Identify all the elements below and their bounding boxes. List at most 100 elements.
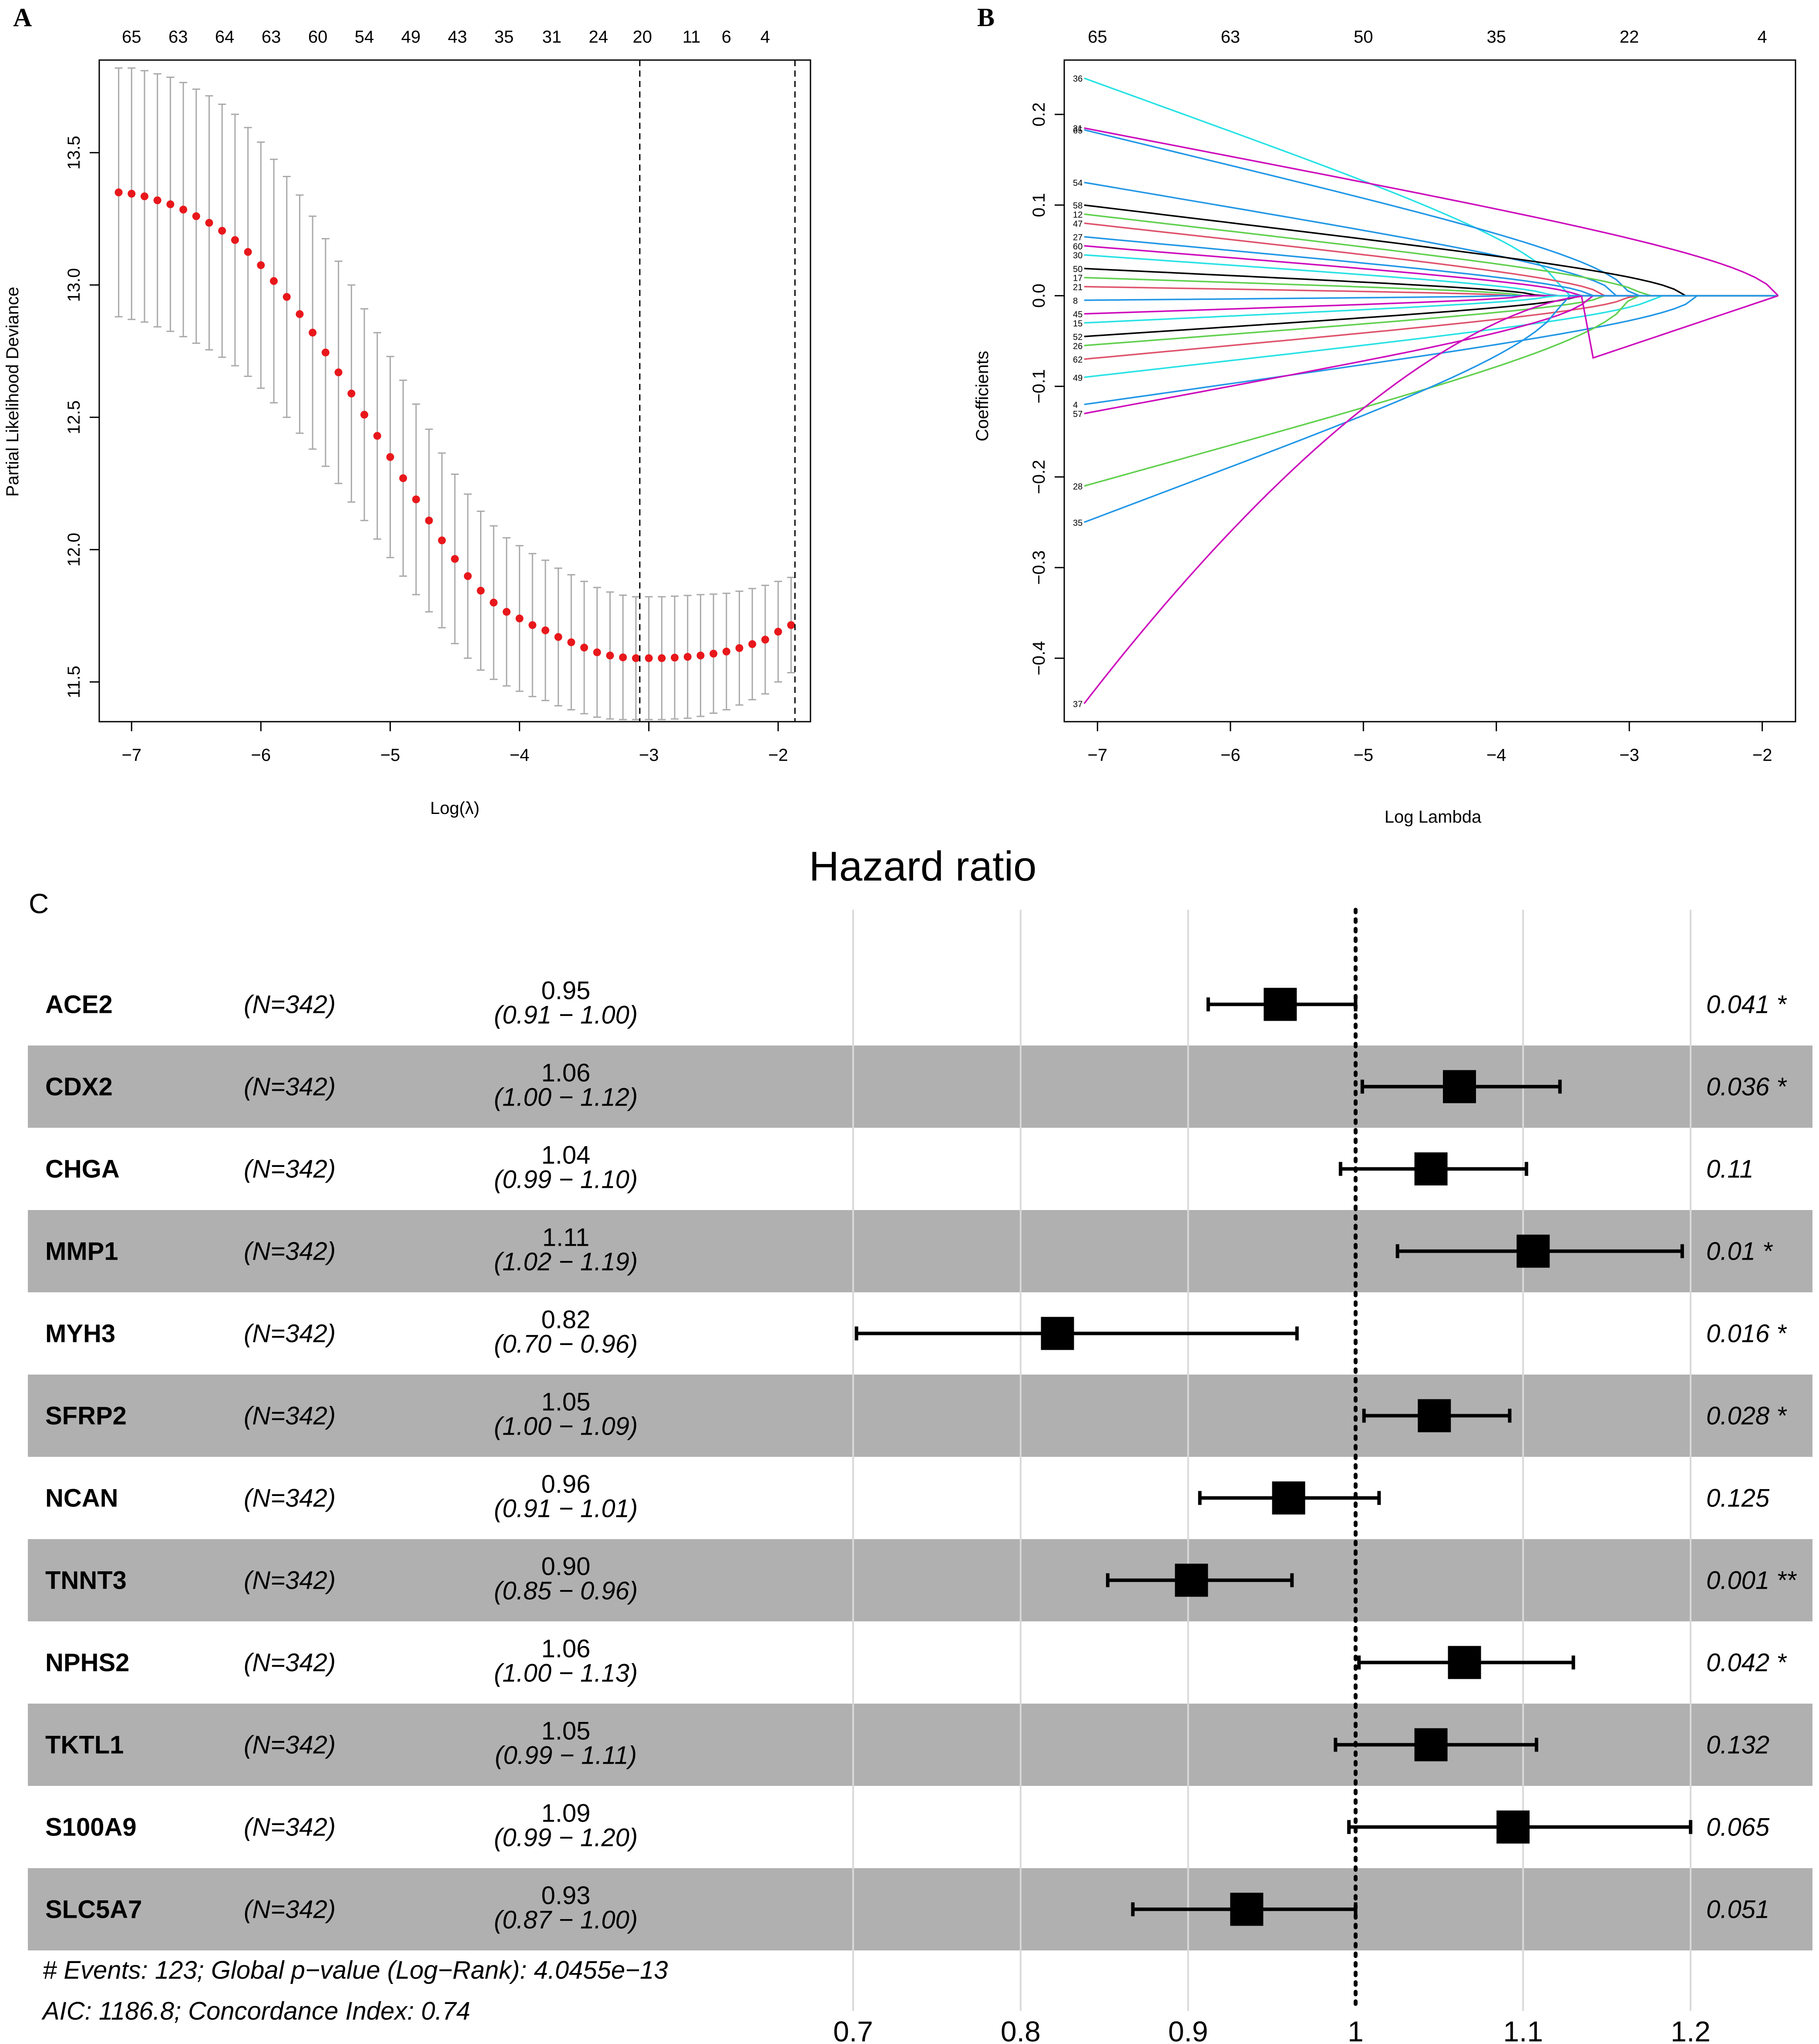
panel-a-mean-point	[748, 640, 757, 648]
panel-c-ci-value: (0.85 − 0.96)	[494, 1577, 638, 1605]
panel-c-ci-value: (0.99 − 1.10)	[494, 1166, 638, 1194]
panel-b-path-label: 37	[1073, 699, 1083, 709]
panel-b-y-tick-label: −0.2	[1029, 460, 1049, 494]
panel-c-hr-square	[1442, 1070, 1476, 1103]
panel-b-x-tick-label: −2	[1752, 746, 1772, 765]
panel-b-path-label: 35	[1073, 518, 1083, 528]
panel-c-n-label: (N=342)	[244, 991, 336, 1019]
panel-a-mean-point	[696, 652, 705, 659]
panel-b-path-label: 49	[1073, 373, 1083, 383]
panel-a-mean-point	[490, 598, 498, 607]
panel-c-row-cdx2: CDX2 (N=342) 1.06(1.00 − 1.12) 0.036 *	[45, 1059, 1787, 1112]
panel-c-hr-value: 1.06	[541, 1635, 591, 1663]
panel-a-mean-point	[528, 621, 537, 629]
panel-c-ci-value: (0.99 − 1.11)	[495, 1741, 637, 1770]
panel-c-gene-label: TKTL1	[45, 1731, 124, 1759]
panel-b-path-label: 52	[1073, 333, 1083, 342]
panel-a-cv-deviance-plot: A −7 −6 −5 −4 −3 −211.512.012.513.013.565 63 64…	[3, 3, 811, 818]
panel-c-p-value: 0.051	[1706, 1896, 1769, 1924]
panel-c-hr-square	[1175, 1563, 1208, 1597]
panel-c-ci-value: (0.91 − 1.01)	[494, 1495, 638, 1523]
panel-b-path-label: 65	[1073, 126, 1083, 135]
panel-a-mean-point	[567, 638, 575, 646]
panel-c-hr-square	[1041, 1317, 1074, 1350]
panel-b-coef-path-58	[1084, 204, 1779, 297]
panel-a-mean-point	[632, 654, 640, 662]
panel-c-title: Hazard ratio	[809, 843, 1037, 890]
panel-b-top-axis-label: 65	[1088, 27, 1107, 47]
panel-c-hr-value: 0.95	[541, 977, 591, 1005]
panel-a-top-axis-label: 35	[494, 27, 514, 47]
panel-b-path-label: 36	[1073, 74, 1083, 84]
panel-a-y-axis-label: Partial Likelihood Deviance	[3, 287, 22, 497]
panel-a-y-tick-label: 13.0	[64, 268, 84, 302]
panel-b-x-tick-label: −7	[1088, 746, 1108, 765]
panel-a-mean-point	[541, 626, 549, 635]
panel-c-ci-value: (1.02 − 1.19)	[494, 1248, 638, 1276]
panel-b-path-label: 30	[1073, 251, 1083, 261]
panel-c-row-band	[28, 1375, 1812, 1457]
panel-a-mean-point	[477, 587, 485, 595]
panel-c-p-value: 0.042 *	[1706, 1649, 1787, 1677]
panel-c-x-tick-label: 1	[1348, 2015, 1364, 2044]
panel-b-path-label: 17	[1073, 274, 1083, 283]
panel-a-data	[114, 60, 796, 722]
panel-c-hr-value: 1.04	[541, 1141, 591, 1170]
panel-b-y-tick-label: −0.4	[1029, 641, 1049, 676]
panel-a-mean-point	[722, 647, 730, 656]
panel-b-path-label: 50	[1073, 265, 1083, 274]
panel-c-row-ncan: NCAN (N=342) 0.96(0.91 − 1.01) 0.125	[45, 1470, 1770, 1523]
panel-c-n-label: (N=342)	[244, 1567, 336, 1595]
panel-a-axes: −7 −6 −5 −4 −3 −211.512.012.513.013.565 63 64 63…	[64, 27, 788, 765]
panel-b-path-label: 21	[1073, 283, 1083, 292]
panel-c-p-value: 0.11	[1706, 1155, 1754, 1183]
panel-c-n-label: (N=342)	[244, 1649, 336, 1677]
panel-b-path-label: 60	[1073, 242, 1083, 252]
panel-c-forest-plot: C Hazard ratio ACE2 (N=342) 0.95(0.91 − 1.…	[28, 843, 1812, 2044]
panel-a-top-axis-label: 54	[355, 27, 374, 47]
panel-a-top-axis-label: 64	[215, 27, 235, 47]
panel-a-y-tick-label: 11.5	[64, 666, 84, 698]
panel-a-top-axis-label: 63	[262, 27, 281, 47]
panel-a-mean-point	[270, 277, 278, 285]
panel-a-mean-point	[166, 200, 175, 208]
panel-a-mean-point	[451, 555, 459, 563]
panel-c-n-label: (N=342)	[244, 1896, 336, 1924]
panel-a-mean-point	[153, 196, 161, 205]
panel-b-path-label: 12	[1073, 210, 1083, 220]
panel-a-mean-point	[114, 188, 123, 196]
panel-b-axes: −7 −6 −5 −4 −3 −2 −0.4 −0.3 −0.2 −0.1 0.0 0.1 0.2 65 6…	[1029, 27, 1772, 765]
panel-c-footer-aic: AIC: 1186.8; Concordance Index: 0.74	[41, 1997, 470, 2025]
panel-c-n-label: (N=342)	[244, 1731, 336, 1759]
panel-a-mean-point	[515, 614, 524, 622]
panel-c-hr-value: 0.96	[541, 1470, 591, 1499]
panel-a-mean-point	[658, 654, 666, 662]
panel-c-hr-value: 1.11	[542, 1224, 590, 1252]
panel-a-mean-point	[140, 192, 148, 201]
panel-a-mean-point	[464, 572, 472, 580]
panel-a-mean-point	[645, 654, 653, 662]
panel-a-mean-point	[774, 628, 782, 636]
panel-a-letter: A	[13, 3, 32, 32]
panel-a-mean-point	[593, 648, 601, 656]
panel-c-row-sfrp2: SFRP2 (N=342) 1.05(1.00 − 1.09) 0.028 *	[45, 1388, 1787, 1441]
panel-c-x-tick-label: 1.1	[1503, 2015, 1543, 2044]
panel-c-gene-label: SFRP2	[45, 1402, 127, 1430]
panel-c-n-label: (N=342)	[244, 1155, 336, 1183]
panel-a-mean-point	[205, 219, 213, 227]
panel-c-row-tnnt3: TNNT3 (N=342) 0.90(0.85 − 0.96) 0.001 **	[45, 1553, 1797, 1605]
panel-a-y-tick-label: 12.5	[64, 400, 84, 434]
panel-c-gene-label: ACE2	[45, 991, 113, 1019]
panel-c-hr-square	[1496, 1810, 1530, 1844]
panel-c-x-tick-label: 0.7	[833, 2015, 873, 2044]
panel-b-y-tick-label: 0.2	[1029, 102, 1049, 127]
panel-c-gene-label: TNNT3	[45, 1567, 127, 1595]
panel-a-x-tick-label: −5	[380, 746, 400, 765]
panel-b-top-axis-label: 35	[1486, 27, 1506, 47]
panel-c-gene-label: CDX2	[45, 1073, 113, 1101]
panel-a-mean-point	[787, 621, 795, 629]
panel-a-top-axis-label: 65	[122, 27, 141, 47]
panel-a-mean-point	[619, 653, 627, 662]
